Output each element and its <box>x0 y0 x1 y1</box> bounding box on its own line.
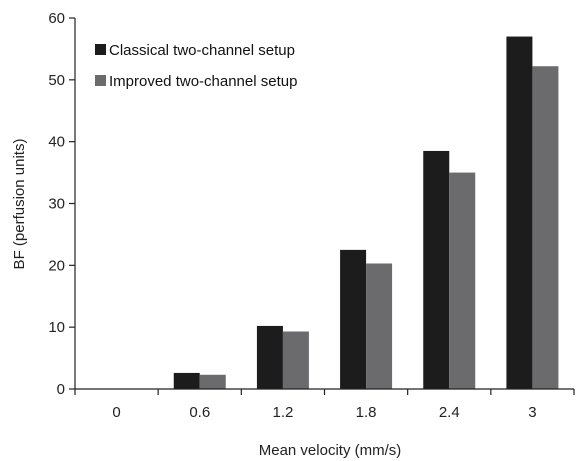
x-tick-label: 2.4 <box>439 404 460 421</box>
y-tick-label: 40 <box>48 134 65 151</box>
x-axis-ticks: 0 0.6 1.2 1.8 2.4 3 <box>74 389 575 421</box>
legend-swatch-classical <box>95 44 106 55</box>
bar-improved-3 <box>366 263 393 389</box>
y-tick-label: 60 <box>48 10 65 27</box>
x-tick-label: 3 <box>528 404 536 421</box>
x-tick-label: 0 <box>112 404 120 421</box>
x-tick-label: 1.8 <box>356 404 377 421</box>
y-tick-label: 30 <box>48 196 65 213</box>
bars-layer <box>173 36 559 390</box>
y-tick-label: 20 <box>48 257 65 274</box>
bar-classical-1 <box>173 372 200 389</box>
bar-classical-3 <box>340 249 367 389</box>
bar-classical-2 <box>256 325 283 389</box>
bar-improved-2 <box>282 331 309 389</box>
legend-label-improved: Improved two-channel setup <box>109 73 297 90</box>
y-axis-ticks: 0 10 20 30 40 50 60 <box>48 10 75 398</box>
legend-label-classical: Classical two-channel setup <box>109 42 295 59</box>
legend-swatch-improved <box>95 75 106 86</box>
y-axis-title: BF (perfusion units) <box>11 139 28 270</box>
bar-classical-4 <box>423 150 450 389</box>
bar-improved-4 <box>449 172 476 389</box>
x-tick-label: 0.6 <box>189 404 210 421</box>
bar-classical-5 <box>506 36 533 390</box>
bar-improved-1 <box>199 374 226 389</box>
y-tick-label: 10 <box>48 319 65 336</box>
x-axis-title: Mean velocity (mm/s) <box>259 442 402 459</box>
bar-improved-5 <box>532 66 559 389</box>
x-tick-label: 1.2 <box>272 404 293 421</box>
y-tick-label: 50 <box>48 72 65 89</box>
legend: Classical two-channel setup Improved two… <box>95 42 297 90</box>
y-tick-label: 0 <box>57 381 65 398</box>
